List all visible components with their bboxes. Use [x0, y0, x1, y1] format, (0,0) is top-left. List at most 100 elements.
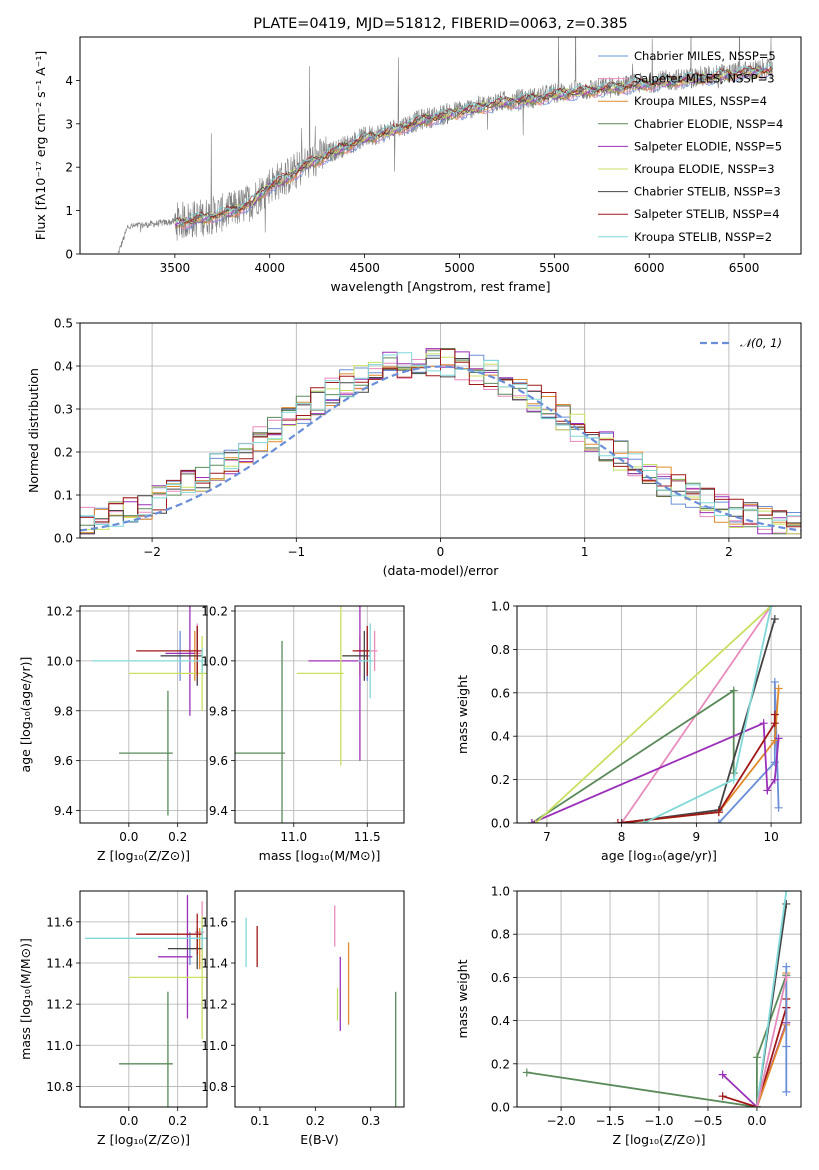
chart-title: PLATE=0419, MJD=51812, FIBERID=0063, z=0… [253, 16, 627, 32]
legend-entry-2: Salpeter MILES, NSSP=3 [634, 72, 775, 86]
legend-entry-4: Chabrier ELODIE, NSSP=4 [634, 117, 783, 131]
y-tick-label: 0.4 [54, 360, 73, 374]
series-5-marker [774, 734, 783, 743]
series-8-marker [613, 819, 622, 823]
x-tick-label: 0.2 [168, 1114, 187, 1128]
x-tick-label: 0.0 [119, 830, 138, 844]
axes-frame [79, 36, 802, 255]
y-axis-label: age [log₁₀(age/yr)] [18, 657, 33, 773]
x-axis-label: Z [log₁₀(Z/Z⊙)] [97, 848, 190, 863]
plot-area [80, 348, 801, 535]
x-tick-label: −2 [143, 545, 161, 559]
x-axis-label: Z [log₁₀(Z/Z⊙)] [97, 1132, 190, 1147]
x-tick-label: 10 [763, 830, 778, 844]
axes-frame [234, 605, 405, 824]
histogram-7 [80, 357, 801, 535]
y-tick-label: 9.8 [54, 704, 73, 718]
x-tick-label: 4500 [349, 261, 380, 275]
series-1-marker [714, 819, 723, 823]
x-axis-label: Z [log₁₀(Z/Z⊙)] [613, 1132, 706, 1147]
x-tick-label: 0.1 [250, 1114, 269, 1128]
y-tick-label: 0.0 [54, 532, 73, 546]
x-tick-label: 11.0 [280, 830, 307, 844]
model-line-7 [174, 66, 773, 225]
series-9-marker [729, 775, 738, 784]
y-tick-label: 0.0 [491, 817, 510, 831]
x-tick-label: −1.0 [644, 1114, 673, 1128]
subplot-5: 7 8 9 10 0.0 0.2 0.4 0.6 0.8 1.0 age [log₁₀(age/yr… [455, 600, 802, 863]
y-tick-label: 0.8 [491, 643, 510, 657]
x-tick-label: 5000 [444, 261, 475, 275]
x-tick-label: 0.0 [747, 1114, 766, 1128]
model-line-5 [174, 67, 773, 228]
y-tick-label: 11.6 [46, 915, 73, 929]
y-tick-label: 11.4 [46, 957, 73, 971]
x-tick-label: −2.0 [546, 1114, 575, 1128]
subplot-2: −2 −1 0 1 2 0.0 0.1 0.2 0.3 0.4 0.5 (data-model)/er… [26, 317, 802, 578]
series-8-marker [770, 710, 779, 719]
series-1-line [526, 974, 788, 1107]
x-tick-label: 5500 [539, 261, 570, 275]
series-6-marker [531, 819, 540, 823]
y-axis-label: mass weight [455, 675, 470, 754]
x-axis-label: wavelength [Angstrom, rest frame] [330, 279, 550, 294]
series-1-marker [774, 803, 783, 812]
series-5-marker [527, 819, 536, 823]
model-line-9 [174, 62, 773, 225]
x-tick-label: 7 [543, 830, 551, 844]
series-7-marker [770, 615, 779, 624]
y-tick-label: 0.6 [491, 686, 510, 700]
series-3-marker [718, 1092, 727, 1101]
x-tick-label: 0 [437, 545, 445, 559]
series-1-marker [770, 758, 779, 767]
axes-frame [79, 605, 208, 824]
y-tick-label: 9.4 [54, 804, 73, 818]
series-8-line [756, 977, 788, 1107]
y-tick-label: 11.2 [201, 998, 228, 1012]
y-tick-label: 0.2 [491, 1057, 510, 1071]
y-axis-label: mass [log₁₀(M/M⊙)] [18, 938, 33, 1060]
series-7-marker [782, 962, 791, 971]
series-7-marker [782, 1042, 791, 1051]
series-3-marker [774, 684, 783, 693]
y-tick-label: 9.6 [54, 754, 73, 768]
axes-frame [79, 890, 208, 1108]
series-6-line [535, 606, 772, 823]
axes-frame [79, 322, 802, 539]
series-5-marker [763, 786, 772, 795]
series-5-marker [782, 891, 791, 895]
y-tick-label: 0.4 [491, 730, 510, 744]
x-tick-label: 3500 [160, 261, 191, 275]
series-7-marker [617, 819, 626, 823]
y-tick-label: 1.0 [491, 885, 510, 899]
x-axis-label: E(B-V) [300, 1132, 339, 1147]
legend-entry-9: Kroupa STELIB, NSSP=2 [634, 230, 772, 244]
plot-area [84, 895, 207, 1107]
series-4-marker [729, 686, 738, 695]
y-tick-label: 1.0 [491, 600, 510, 614]
axes-frame [234, 890, 405, 1108]
series-7-marker [782, 1087, 791, 1096]
y-tick-label: 11.0 [46, 1039, 73, 1053]
x-tick-label: −0.5 [693, 1114, 722, 1128]
y-tick-label: 11.2 [46, 998, 73, 1012]
y-tick-label: 0.5 [54, 317, 73, 331]
y-axis-label: Normed distribution [26, 368, 41, 493]
series-9-line [643, 606, 772, 823]
y-tick-label: 9.6 [209, 754, 228, 768]
y-tick-label: 0.1 [54, 489, 73, 503]
series-2-marker [718, 1070, 727, 1079]
y-tick-label: 0.3 [54, 403, 73, 417]
y-tick-label: 1 [65, 204, 73, 218]
x-tick-label: 0.0 [119, 1114, 138, 1128]
series-5-marker [759, 719, 768, 728]
y-axis-label: Flux [fλ10⁻¹⁷ erg cm⁻² s⁻¹ A⁻¹] [33, 51, 48, 240]
x-tick-label: 8 [618, 830, 626, 844]
series-5-marker [770, 775, 779, 784]
legend-entry-normal: 𝒩(0, 1) [740, 336, 782, 350]
y-tick-label: 10.2 [46, 604, 73, 618]
x-axis-label: mass [log₁₀(M/M⊙)] [259, 848, 381, 863]
plot-area [245, 905, 397, 1107]
subplot-8: −2.0 −1.5 −1.0 −0.5 0.0 0.0 0.2 0.4 0.6 0.8 1.0 Z [… [455, 885, 802, 1147]
